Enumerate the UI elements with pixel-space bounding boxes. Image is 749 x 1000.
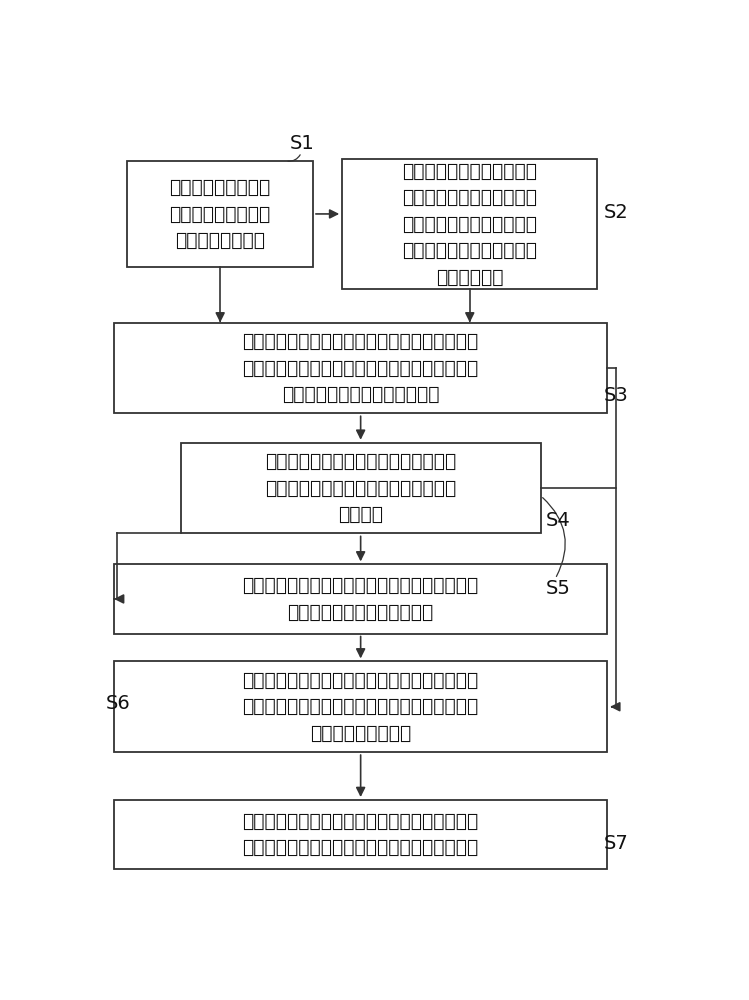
Text: 获取研究区域最新时期的遥感影像，基
于遥感影像生成最新时期的土地利用类
型分布图: 获取研究区域最新时期的遥感影像，基 于遥感影像生成最新时期的土地利用类 型分布图 (265, 452, 456, 524)
FancyBboxPatch shape (181, 443, 541, 533)
FancyBboxPatch shape (114, 564, 607, 634)
FancyBboxPatch shape (114, 800, 607, 869)
FancyBboxPatch shape (114, 323, 607, 413)
Text: S3: S3 (604, 386, 628, 405)
Text: S7: S7 (604, 834, 628, 853)
Text: S1: S1 (290, 134, 315, 153)
FancyBboxPatch shape (127, 161, 313, 267)
Text: 基于土壤类型分布图和研究
区域土种志记载的土种属性
，计算土壤各个类型的平均
有机碳密度和研究区域往期
的有机碳储量: 基于土壤类型分布图和研究 区域土种志记载的土种属性 ，计算土壤各个类型的平均 有… (402, 161, 537, 286)
Text: 基于土地利用类型变化情况和不同土地利用方式
下的土壤平均有机碳密度，计算研究区域最新时
期的土壤有机碳储量: 基于土地利用类型变化情况和不同土地利用方式 下的土壤平均有机碳密度，计算研究区域… (243, 671, 479, 743)
Text: 基于不同时期的土地利用类型分布图，得到研究
区域的土地利用类型变化情况: 基于不同时期的土地利用类型分布图，得到研究 区域的土地利用类型变化情况 (243, 576, 479, 622)
FancyBboxPatch shape (342, 159, 598, 289)
Text: 基于土地利用类型分布图、土壤类型分布图和土
壤各个类型的平均有机碳密度，获得不同土地利
用方式下的土壤平均有机碳密度: 基于土地利用类型分布图、土壤类型分布图和土 壤各个类型的平均有机碳密度，获得不同… (243, 332, 479, 404)
Text: S6: S6 (106, 694, 131, 713)
Text: 基于不同时期的土壤有机碳储量，对研究区域采
取退耕还林还草措施后的土壤固碳效应进行评估: 基于不同时期的土壤有机碳储量，对研究区域采 取退耕还林还草措施后的土壤固碳效应进… (243, 812, 479, 857)
Text: S5: S5 (545, 579, 571, 598)
Text: S2: S2 (604, 203, 628, 222)
FancyBboxPatch shape (114, 661, 607, 752)
Text: 获取研究区域往期的
土壤类型分布图和土
地利用类型分布图: 获取研究区域往期的 土壤类型分布图和土 地利用类型分布图 (169, 178, 271, 250)
Text: S4: S4 (545, 511, 571, 530)
